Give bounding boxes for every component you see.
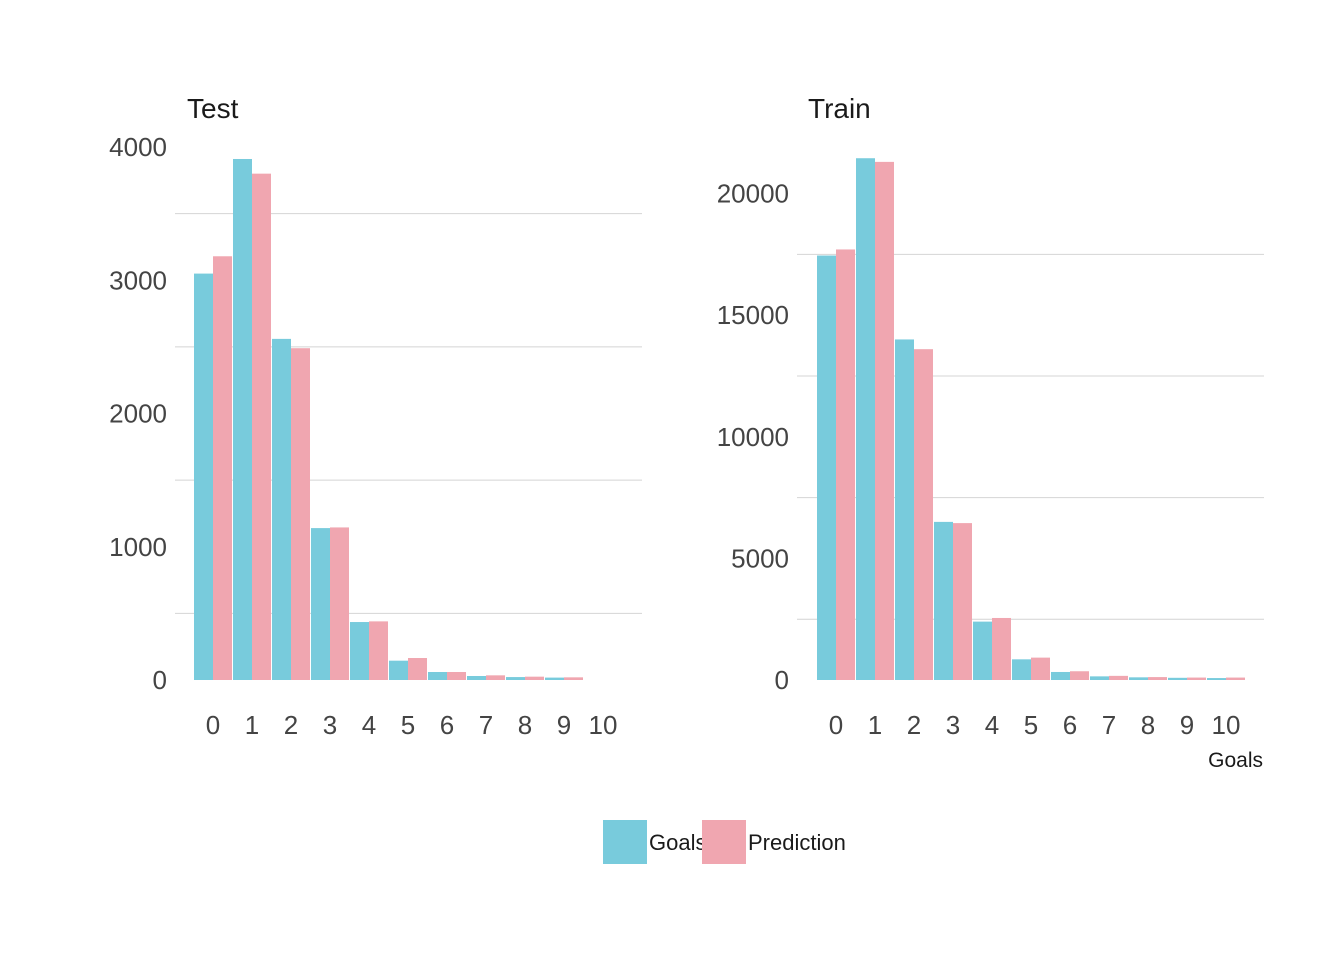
bar-train-prediction-2 — [914, 349, 933, 680]
y-tick-label: 1000 — [109, 532, 167, 562]
x-tick-labels-train: 0 1 2 3 4 5 6 7 8 9 10 — [829, 710, 1241, 740]
x-tick-label: 8 — [1141, 710, 1155, 740]
bar-train-prediction-5 — [1031, 657, 1050, 680]
y-tick-label: 2000 — [109, 399, 167, 429]
bar-test-goals-9 — [545, 677, 564, 680]
x-tick-label: 7 — [1102, 710, 1116, 740]
x-tick-label: 9 — [557, 710, 571, 740]
x-tick-label: 9 — [1180, 710, 1194, 740]
x-tick-label: 1 — [245, 710, 259, 740]
x-tick-label: 0 — [829, 710, 843, 740]
bar-test-prediction-8 — [525, 676, 544, 680]
panel-title-test: Test — [187, 93, 239, 124]
x-tick-label: 4 — [362, 710, 376, 740]
bar-test-goals-7 — [467, 676, 486, 680]
legend-label-goals: Goals — [649, 830, 706, 855]
y-tick-label: 0 — [775, 665, 789, 695]
x-tick-label: 5 — [401, 710, 415, 740]
x-tick-label: 8 — [518, 710, 532, 740]
bar-train-goals-0 — [817, 255, 836, 680]
y-tick-labels-test: 0 1000 2000 3000 4000 — [109, 132, 167, 695]
y-tick-labels-train: 0 5000 10000 15000 20000 — [717, 179, 789, 696]
x-tick-label: 5 — [1024, 710, 1038, 740]
bar-train-prediction-7 — [1109, 675, 1128, 680]
bars-test — [194, 158, 583, 680]
bar-train-goals-10 — [1207, 678, 1226, 680]
legend: Goals Prediction — [603, 820, 846, 864]
bar-train-prediction-9 — [1187, 677, 1206, 680]
bar-train-goals-7 — [1090, 676, 1109, 680]
bar-train-goals-5 — [1012, 659, 1031, 680]
bar-train-goals-6 — [1051, 671, 1070, 680]
bar-train-goals-9 — [1168, 677, 1187, 680]
x-tick-label: 6 — [1063, 710, 1077, 740]
y-tick-label: 20000 — [717, 179, 789, 209]
bar-test-goals-6 — [428, 672, 447, 680]
x-tick-labels-test: 0 1 2 3 4 5 6 7 8 9 10 — [206, 710, 618, 740]
x-tick-label: 2 — [907, 710, 921, 740]
bar-test-prediction-3 — [330, 527, 349, 680]
x-tick-label: 10 — [1212, 710, 1241, 740]
y-tick-label: 5000 — [731, 543, 789, 573]
legend-key-prediction — [702, 820, 746, 864]
bar-test-prediction-0 — [213, 256, 232, 680]
legend-key-goals — [603, 820, 647, 864]
bar-test-prediction-5 — [408, 658, 427, 680]
bar-train-prediction-1 — [875, 161, 894, 680]
x-tick-label: 3 — [323, 710, 337, 740]
x-tick-label: 4 — [985, 710, 999, 740]
bar-train-goals-8 — [1129, 677, 1148, 680]
bar-train-prediction-4 — [992, 617, 1011, 680]
y-tick-label: 15000 — [717, 300, 789, 330]
bar-test-prediction-4 — [369, 621, 388, 680]
bar-train-prediction-8 — [1148, 677, 1167, 680]
bar-test-goals-1 — [233, 158, 252, 680]
bar-train-prediction-10 — [1226, 677, 1245, 680]
bar-test-goals-3 — [311, 528, 330, 680]
bar-test-prediction-7 — [486, 675, 505, 680]
bar-train-goals-1 — [856, 158, 875, 680]
x-tick-label: 7 — [479, 710, 493, 740]
bar-train-goals-2 — [895, 339, 914, 680]
bar-test-prediction-2 — [291, 348, 310, 680]
bar-train-prediction-6 — [1070, 671, 1089, 680]
bar-test-goals-8 — [506, 677, 525, 680]
y-tick-label: 0 — [153, 665, 167, 695]
bars-train — [817, 158, 1245, 680]
y-tick-label: 10000 — [717, 422, 789, 452]
bar-test-goals-2 — [272, 338, 291, 680]
bar-train-goals-4 — [973, 621, 992, 680]
x-tick-label: 1 — [868, 710, 882, 740]
panel-title-train: Train — [808, 93, 871, 124]
bar-test-goals-4 — [350, 622, 369, 680]
x-tick-label: 10 — [589, 710, 618, 740]
bar-test-prediction-9 — [564, 677, 583, 680]
x-tick-label: 2 — [284, 710, 298, 740]
y-tick-label: 4000 — [109, 132, 167, 162]
bar-train-prediction-3 — [953, 523, 972, 680]
y-tick-label: 3000 — [109, 265, 167, 295]
bar-train-goals-3 — [934, 521, 953, 680]
bar-train-prediction-0 — [836, 249, 855, 680]
x-tick-label: 6 — [440, 710, 454, 740]
bar-test-prediction-1 — [252, 173, 271, 680]
legend-label-prediction: Prediction — [748, 830, 846, 855]
x-axis-title: Goals — [1208, 749, 1263, 772]
bar-test-goals-5 — [389, 660, 408, 680]
x-tick-label: 0 — [206, 710, 220, 740]
bar-test-prediction-6 — [447, 672, 466, 680]
bar-test-goals-0 — [194, 273, 213, 680]
x-tick-label: 3 — [946, 710, 960, 740]
